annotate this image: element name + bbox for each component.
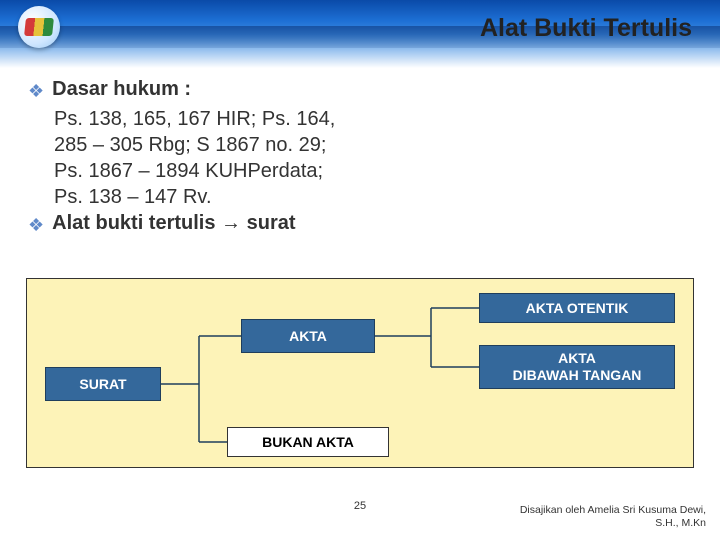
diamond-bullet-icon: ❖ [28, 78, 44, 104]
law-line: Ps. 138, 165, 167 HIR; Ps. 164, [54, 106, 692, 132]
bullet-dasar-hukum: ❖ Dasar hukum : [28, 78, 692, 104]
diagram-node-otentik: AKTA OTENTIK [479, 293, 675, 323]
diamond-bullet-icon: ❖ [28, 212, 44, 238]
logo-icon [18, 6, 60, 48]
bullet-alat-bukti: ❖ Alat bukti tertulis → surat [28, 212, 692, 238]
law-line: Ps. 1867 – 1894 KUHPerdata; [54, 158, 692, 184]
diagram-node-dibawah: AKTADIBAWAH TANGAN [479, 345, 675, 389]
content-area: ❖ Dasar hukum : Ps. 138, 165, 167 HIR; P… [28, 78, 692, 240]
bullet-label: Alat bukti tertulis → surat [52, 212, 295, 235]
bullet-label: Dasar hukum : [52, 78, 191, 101]
footer-credit: Disajikan oleh Amelia Sri Kusuma Dewi, S… [520, 504, 706, 530]
slide-title: Alat Bukti Tertulis [480, 14, 692, 43]
diagram-container: SURAT AKTA BUKAN AKTA AKTA OTENTIK AKTADIBAW… [26, 278, 694, 468]
diagram-node-surat: SURAT [45, 367, 161, 401]
law-line: Ps. 138 – 147 Rv. [54, 184, 692, 210]
diagram-node-akta: AKTA [241, 319, 375, 353]
law-line: 285 – 305 Rbg; S 1867 no. 29; [54, 132, 692, 158]
diagram-node-bukan: BUKAN AKTA [227, 427, 389, 457]
footer-line: Disajikan oleh Amelia Sri Kusuma Dewi, [520, 504, 706, 517]
footer-line: S.H., M.Kn [520, 517, 706, 530]
